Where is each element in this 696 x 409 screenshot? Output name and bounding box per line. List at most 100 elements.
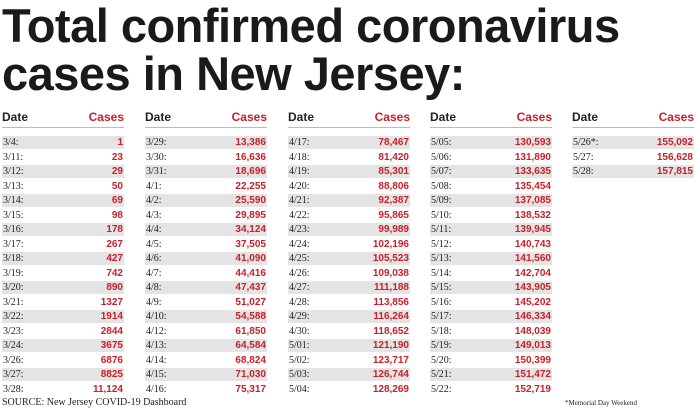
header-rule [145,127,267,128]
cases: 138,532 [514,209,551,221]
header-cases: Cases [516,110,552,124]
cases: 742 [106,267,123,279]
row-shade [288,136,410,149]
date: 4/17: [289,137,310,148]
cases: 130,593 [514,137,551,148]
date: 3/4: [3,137,19,148]
cases: 121,190 [372,340,409,351]
row-shade [430,310,552,323]
cases: 1 [117,137,123,148]
cases: 69 [111,195,123,206]
cases: 11,124 [92,383,123,395]
cases: 141,560 [514,253,551,264]
cases: 37,505 [235,238,266,250]
cases: 13,386 [235,137,266,148]
row-shade [145,339,267,352]
date: 5/05: [431,137,452,148]
cases: 29 [111,166,123,177]
row-shade [2,194,124,207]
cases: 99,989 [378,224,409,235]
cases: 113,856 [373,296,409,308]
date: 5/06: [431,151,452,163]
date: 4/7: [146,267,162,279]
date: 3/12: [3,166,24,177]
date: 5/28: [573,166,594,177]
date: 4/20: [289,180,310,192]
row-shade [145,194,267,207]
row-shade [430,252,552,265]
row-shade [2,252,124,265]
date: 3/27: [3,369,24,380]
cases: 1327 [100,296,123,308]
cases: 140,743 [514,238,551,250]
date: 5/21: [431,369,452,380]
row-shade [2,281,124,294]
date: 3/22: [3,311,24,322]
cases: 85,301 [378,166,409,177]
header-date: Date [2,110,29,124]
date: 5/12: [431,238,452,250]
cases: 427 [106,253,123,264]
date: 4/9: [146,296,162,308]
date: 3/16: [3,224,24,235]
cases: 3675 [100,340,123,351]
date: 4/10: [146,311,167,322]
row-shade [145,136,267,149]
date: 5/18: [431,325,452,337]
cases: 51,027 [235,296,266,308]
source: SOURCE: New Jersey COVID-19 Dashboard [2,397,187,408]
date: 4/2: [146,195,162,206]
date: 4/3: [146,209,162,221]
row-shade [2,136,124,149]
date: 5/03: [289,369,310,380]
date: 3/31: [146,166,167,177]
row-shade [430,194,552,207]
cases: 111,188 [373,282,409,293]
cases: 105,523 [372,253,409,264]
header-cases: Cases [88,110,124,124]
row-shade [145,223,267,236]
date: 3/15: [3,209,24,221]
cases: 34,124 [235,224,266,235]
row-shade [145,368,267,381]
header-date: Date [288,110,315,124]
cases: 155,092 [656,137,693,148]
header-date: Date [572,110,599,124]
date: 4/5: [146,238,162,250]
date: 3/14: [3,195,24,206]
row-shade [2,165,124,178]
row-shade [288,339,410,352]
cases: 78,467 [378,137,409,148]
date: 3/17: [3,238,24,250]
date: 3/13: [3,180,24,192]
date: 5/16: [431,296,452,308]
row-shade [288,223,410,236]
cases: 139,945 [514,224,551,235]
cases: 128,269 [372,383,409,395]
cases: 149,013 [514,340,551,351]
date: 4/8: [146,282,162,293]
cases: 61,850 [235,325,266,337]
date: 4/23: [289,224,310,235]
cases: 118,652 [373,325,409,337]
cases: 16,636 [235,151,266,163]
cases: 1914 [100,311,123,322]
cases: 50 [111,180,123,192]
date: 5/20: [431,354,452,366]
date: 5/08: [431,180,452,192]
date: 4/27: [289,282,310,293]
date: 3/20: [3,282,24,293]
footnote: *Memorial Day Weekend [565,399,638,407]
cases: 95,865 [378,209,409,221]
title: cases in New Jersey: [2,47,465,100]
cases: 8825 [100,369,123,380]
row-shade [288,281,410,294]
header-rule [2,127,124,128]
date: 5/01: [289,340,310,351]
date: 5/26*: [573,137,599,148]
date: 3/30: [146,151,167,163]
date: 3/11: [3,151,24,163]
date: 5/13: [431,253,452,264]
cases: 2844 [100,325,123,337]
cases: 178 [106,224,123,235]
